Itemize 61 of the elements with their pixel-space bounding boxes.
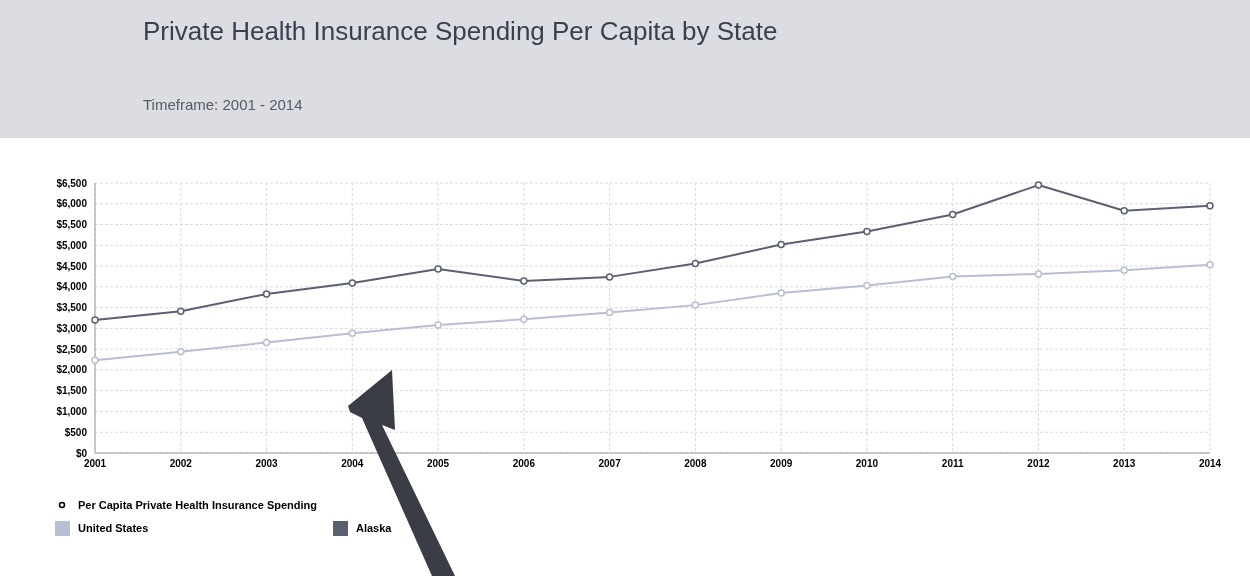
point xyxy=(91,356,99,365)
x-tick-label: 2006 xyxy=(512,458,536,469)
y-tick-label: $0 xyxy=(75,447,88,459)
point xyxy=(1120,207,1128,215)
point xyxy=(177,307,185,316)
y-tick-label: $4,000 xyxy=(56,281,88,293)
legend-label: Alaska xyxy=(356,522,393,534)
y-tick-label: $2,000 xyxy=(56,364,88,376)
y-tick-label: $6,500 xyxy=(56,177,88,189)
point xyxy=(1206,202,1214,210)
x-tick-label: 2003 xyxy=(255,458,279,469)
y-tick-label: $2,500 xyxy=(56,343,88,355)
y-tick-label: $5,500 xyxy=(56,219,88,231)
x-tick-label: 2012 xyxy=(1027,458,1051,469)
y-tick-label: $1,500 xyxy=(56,385,88,397)
point xyxy=(777,289,785,297)
chart-subtitle: Timeframe: 2001 - 2014 xyxy=(143,96,303,113)
y-tick-label: $500 xyxy=(64,426,88,438)
point xyxy=(948,210,957,219)
point xyxy=(605,273,614,281)
x-tick-label: 2001 xyxy=(83,458,107,469)
x-tick-label: 2008 xyxy=(684,458,707,469)
x-tick-label: 2002 xyxy=(169,458,193,469)
point xyxy=(691,301,700,309)
legend-label: United States xyxy=(78,522,149,534)
point xyxy=(948,272,957,281)
point xyxy=(863,281,871,290)
point xyxy=(262,338,271,347)
point xyxy=(1206,261,1214,269)
x-tick-label: 2010 xyxy=(855,458,879,469)
point xyxy=(91,316,99,324)
y-tick-label: $6,000 xyxy=(56,198,88,210)
point xyxy=(520,315,528,323)
y-tick-label: $3,500 xyxy=(56,302,88,314)
point xyxy=(863,227,871,236)
point xyxy=(1034,181,1043,189)
point xyxy=(777,240,785,249)
point xyxy=(434,265,442,273)
x-tick-label: 2004 xyxy=(341,458,364,469)
x-tick-label: 2011 xyxy=(941,458,964,469)
chart-title: Private Health Insurance Spending Per Capita by State xyxy=(143,16,778,46)
y-tick-label: $5,000 xyxy=(56,239,88,251)
point xyxy=(605,308,614,317)
legend-title: Per Capita Private Health Insurance Spending xyxy=(78,499,318,511)
point xyxy=(1034,270,1043,278)
point xyxy=(434,321,442,329)
point xyxy=(177,347,185,356)
point xyxy=(520,277,528,285)
x-tick-label: 2005 xyxy=(426,458,450,469)
point xyxy=(348,279,357,287)
y-tick-label: $3,000 xyxy=(56,322,88,334)
point xyxy=(691,259,700,268)
x-tick-label: 2014 xyxy=(1198,458,1222,469)
point xyxy=(262,290,271,298)
x-tick-label: 2013 xyxy=(1113,458,1136,469)
point xyxy=(1120,266,1128,274)
y-tick-label: $4,500 xyxy=(56,260,88,272)
point xyxy=(348,329,357,338)
x-tick-label: 2007 xyxy=(598,458,622,469)
x-tick-label: 2009 xyxy=(770,458,793,469)
y-tick-label: $1,000 xyxy=(56,405,88,417)
